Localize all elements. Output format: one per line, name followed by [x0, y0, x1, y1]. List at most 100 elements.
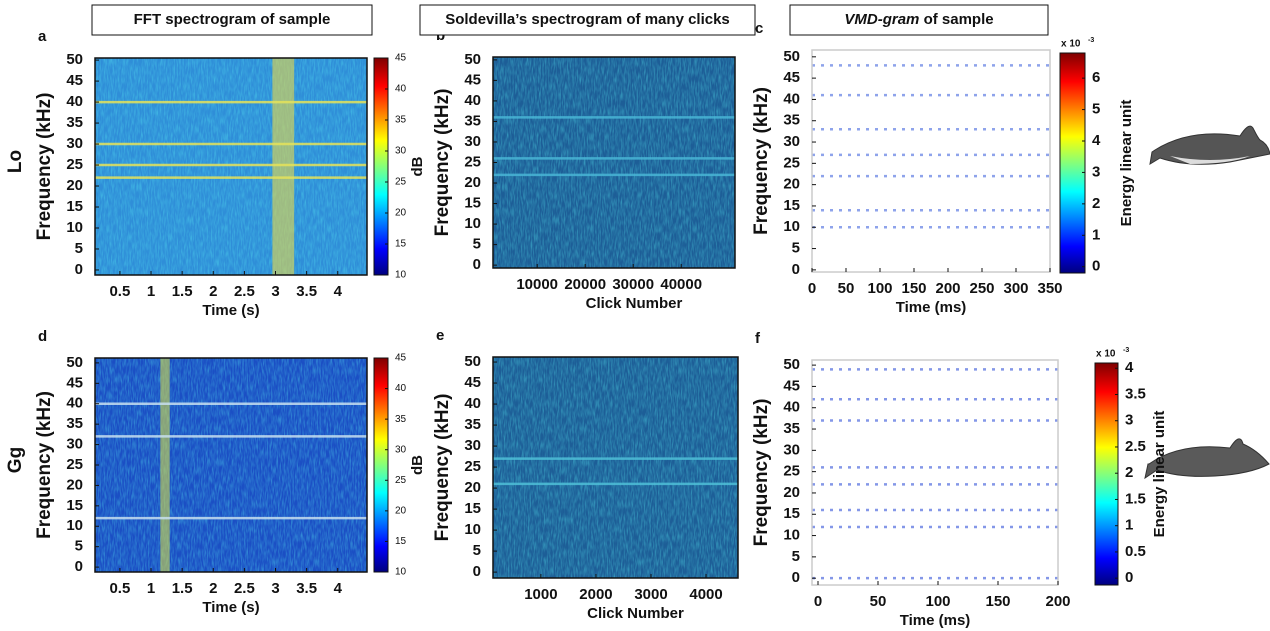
y-tick-label: 20: [66, 476, 83, 493]
colorbar-tick-label: 5: [1092, 101, 1100, 118]
texture: [95, 358, 367, 572]
y-tick-label: 30: [464, 133, 481, 150]
y-tick-label: 40: [464, 92, 481, 109]
colorbar-tick-label: 4: [1092, 132, 1101, 149]
colorbar-tick-label: 2: [1092, 195, 1100, 212]
x-axis-label: Time (ms): [896, 299, 967, 316]
x-tick-label: 40000: [660, 276, 702, 293]
burst: [160, 358, 170, 572]
y-tick-label: 40: [783, 399, 800, 416]
x-tick-label: 0.5: [109, 283, 130, 300]
y-tick-label: 10: [464, 215, 481, 232]
colorbar-tick-label: 0.5: [1125, 543, 1146, 560]
y-tick-label: 15: [66, 198, 83, 215]
colorbar-tick-label: 6: [1092, 69, 1100, 86]
x-tick-label: 0.5: [109, 580, 130, 597]
x-tick-label: 50: [838, 280, 855, 297]
x-tick-label: 50: [870, 593, 887, 610]
x-tick-label: 250: [969, 280, 994, 297]
y-tick-label: 40: [464, 395, 481, 412]
colorbar-label: Energy linear unit: [1151, 411, 1168, 538]
y-tick-label: 20: [783, 484, 800, 501]
colorbar-tick-label: 3: [1125, 412, 1133, 429]
title-italic: VMD-gram: [844, 11, 919, 28]
y-tick-label: 25: [66, 156, 83, 173]
x-tick-label: 4: [334, 580, 343, 597]
y-tick-label: 35: [783, 112, 800, 129]
y-tick-label: 25: [66, 456, 83, 473]
y-tick-label: 5: [473, 542, 481, 559]
y-tick-label: 30: [464, 437, 481, 454]
y-tick-label: 0: [75, 558, 83, 575]
x-tick-label: 0: [814, 593, 822, 610]
y-tick-label: 5: [473, 236, 481, 253]
title-text: FFT spectrogram of sample: [134, 11, 331, 28]
y-tick-label: 25: [464, 458, 481, 475]
colorbar-label: dB: [409, 455, 426, 475]
y-tick-label: 50: [66, 51, 83, 68]
colorbar-tick-label: 40: [395, 84, 407, 95]
y-tick-label: 15: [783, 197, 800, 214]
title-text: of sample: [924, 11, 994, 28]
y-axis-label: Frequency (kHz): [432, 89, 453, 237]
y-tick-label: 45: [783, 69, 800, 86]
dolphin-lo: [1149, 125, 1270, 165]
colorbar-tick-label: 10: [395, 270, 407, 281]
y-tick-label: 45: [66, 72, 83, 89]
x-tick-label: 300: [1003, 280, 1028, 297]
y-tick-label: 45: [464, 374, 481, 391]
colorbar-tick-label: 15: [395, 239, 407, 250]
y-tick-label: 10: [783, 218, 800, 235]
x-tick-label: 4000: [689, 586, 722, 603]
y-tick-label: 10: [66, 219, 83, 236]
y-tick-label: 15: [783, 505, 800, 522]
y-tick-label: 25: [783, 463, 800, 480]
y-tick-label: 45: [66, 374, 83, 391]
colorbar-tick-label: 2.5: [1125, 438, 1146, 455]
colorbar-multiplier: x 10: [1061, 39, 1081, 50]
y-tick-label: 15: [66, 497, 83, 514]
x-tick-label: 100: [867, 280, 892, 297]
y-tick-label: 40: [66, 395, 83, 412]
dolphin-gg: [1144, 438, 1270, 480]
x-tick-label: 1.5: [172, 283, 193, 300]
y-tick-label: 45: [783, 377, 800, 394]
y-tick-label: 25: [464, 153, 481, 170]
y-tick-label: 40: [66, 93, 83, 110]
plot-frame: [94, 57, 368, 276]
y-tick-label: 0: [75, 261, 83, 278]
y-tick-label: 0: [473, 563, 481, 580]
colorbar-tick-label: 30: [395, 444, 407, 455]
colorbar-label: dB: [409, 156, 426, 176]
y-tick-label: 35: [783, 420, 800, 437]
y-tick-label: 30: [66, 436, 83, 453]
colorbar-tick-label: 1: [1125, 517, 1133, 534]
x-tick-label: 4: [334, 283, 343, 300]
y-tick-label: 50: [464, 51, 481, 68]
colorbar-tick-label: 30: [395, 146, 407, 157]
y-tick-label: 50: [783, 48, 800, 65]
colorbar: [1094, 362, 1119, 586]
x-tick-label: 2.5: [234, 283, 255, 300]
y-tick-label: 10: [783, 527, 800, 544]
y-axis-label: Frequency (kHz): [34, 391, 55, 539]
y-axis-label: Frequency (kHz): [751, 87, 772, 235]
x-tick-label: 1: [147, 580, 155, 597]
x-tick-label: 3.5: [296, 580, 317, 597]
x-tick-label: 0: [808, 280, 816, 297]
colorbar-tick-label: 4: [1125, 359, 1134, 376]
x-tick-label: 3: [271, 283, 279, 300]
x-axis-label: Time (s): [202, 599, 259, 616]
y-tick-label: 40: [783, 90, 800, 107]
colorbar: [1059, 52, 1086, 274]
y-tick-label: 30: [783, 133, 800, 150]
y-tick-label: 25: [783, 154, 800, 171]
plot-background: [812, 360, 1058, 585]
colorbar-tick-label: 1.5: [1125, 490, 1146, 507]
burst: [272, 58, 295, 275]
colorbar-tick-label: 25: [395, 475, 407, 486]
colorbar-tick-label: 45: [395, 353, 407, 364]
y-axis-label: Frequency (kHz): [34, 93, 55, 241]
texture: [493, 57, 735, 268]
x-axis-label: Click Number: [587, 605, 684, 622]
